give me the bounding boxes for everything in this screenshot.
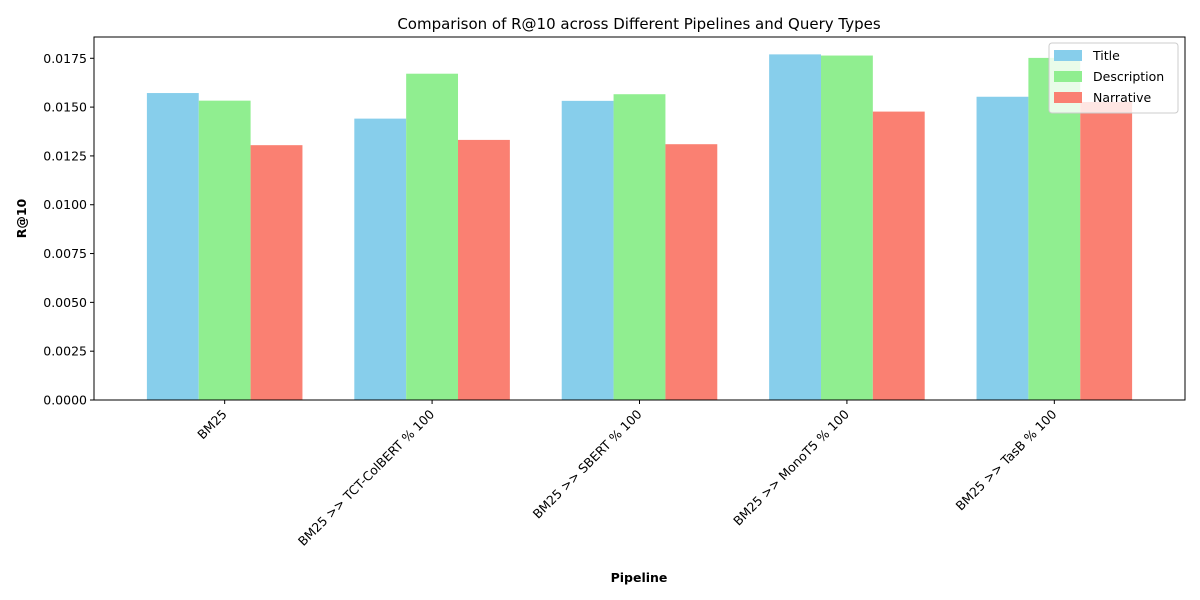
y-tick-label: 0.0150: [43, 100, 87, 115]
x-axis: BM25 BM25 >> TCT-ColBERT % 100 BM25 >> SBE…: [194, 400, 1059, 549]
x-tick-label: BM25 >> TCT-ColBERT % 100: [295, 406, 437, 548]
bar-description-4: [1028, 57, 1081, 400]
legend-label-title: Title: [1092, 48, 1120, 63]
bar-title-3: [769, 54, 821, 401]
y-tick-label: 0.0125: [43, 148, 87, 163]
y-tick-label: 0.0050: [43, 295, 87, 310]
bar-description-1: [406, 73, 459, 401]
bar-narrative-1: [458, 139, 510, 400]
plot-frame: [93, 36, 1186, 401]
y-tick-label: 0.0100: [43, 197, 87, 212]
legend-label-description: Description: [1093, 69, 1164, 84]
legend: Title Description Narrative: [1048, 42, 1179, 114]
x-tick-label: BM25: [194, 407, 230, 443]
bar-title-0: [146, 93, 199, 401]
x-tick-label: BM25 >> TasB % 100: [953, 406, 1060, 513]
x-axis-label: Pipeline: [611, 570, 668, 585]
y-tick-label: 0.0075: [43, 246, 87, 261]
x-tick-label: BM25 >> SBERT % 100: [530, 406, 645, 521]
legend-swatch-narrative: [1054, 92, 1082, 103]
legend-label-narrative: Narrative: [1093, 90, 1152, 105]
bar-title-4: [976, 96, 1029, 401]
bar-narrative-0: [250, 145, 303, 400]
y-tick-label: 0.0000: [43, 393, 87, 408]
chart-title: Comparison of R@10 across Different Pipe…: [397, 15, 881, 33]
bar-description-0: [198, 100, 251, 401]
bar-narrative-4: [1080, 102, 1133, 400]
bar-narrative-3: [872, 111, 925, 401]
y-axis-label: R@10: [14, 198, 29, 238]
y-axis: 0.0000 0.0025 0.0050 0.0075 0.0100 0.0125 0.01…: [43, 51, 94, 408]
bar-description-3: [820, 55, 873, 401]
legend-swatch-description: [1054, 71, 1082, 82]
legend-swatch-title: [1054, 50, 1082, 61]
y-tick-label: 0.0025: [43, 344, 87, 359]
bar-title-2: [561, 100, 614, 400]
bar-description-2: [613, 94, 666, 401]
bars-group: [146, 54, 1133, 401]
x-tick-label: BM25 >> MonoT5 % 100: [730, 406, 852, 528]
y-tick-label: 0.0175: [43, 51, 87, 66]
bar-narrative-2: [665, 144, 718, 400]
bar-title-1: [354, 118, 407, 400]
